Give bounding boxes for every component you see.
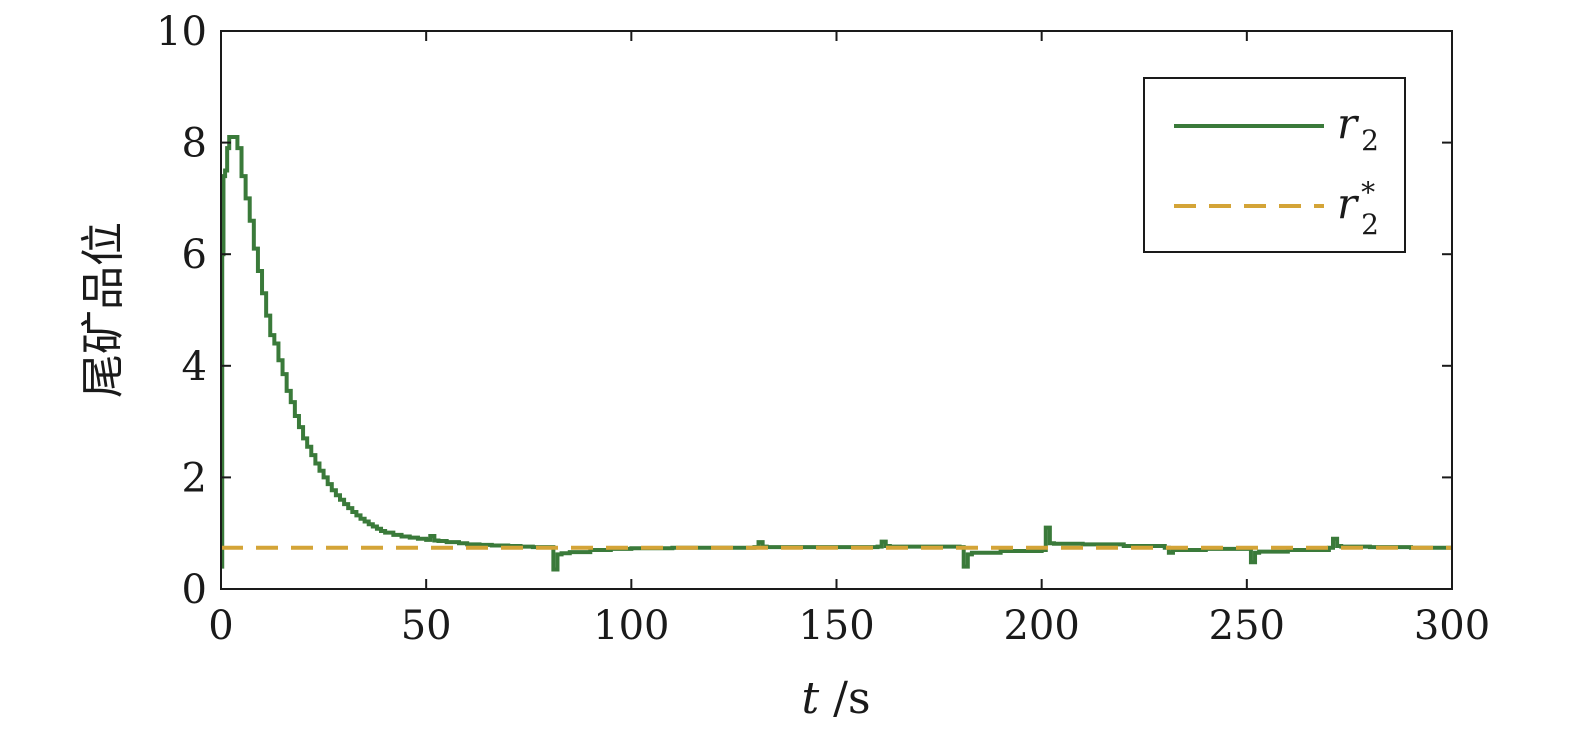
y-tick-label-10: 10 [156,9,207,55]
y-tick-label-2: 2 [182,455,207,501]
x-tick-label-250: 250 [1209,603,1285,649]
axes-layer: 0 50 100 150 200 250 300 0 2 4 6 8 10 [156,9,1490,649]
legend: r 2r * 2 [1143,77,1406,253]
x-tick-label-150: 150 [798,603,874,649]
legend-label-r_2*: r * 2 [1337,176,1379,241]
y-tick-label-4: 4 [182,344,207,390]
series-layer [220,135,1452,572]
y-tick-label-8: 8 [182,121,207,167]
legend-box [1143,77,1406,253]
y-tick-label-6: 6 [182,232,207,278]
y-tick-label-0: 0 [182,567,207,613]
x-axis-variable: t [801,673,819,724]
x-tick-label-300: 300 [1414,603,1490,649]
x-axis-label: t /s [801,673,870,724]
x-tick-label-50: 50 [401,603,452,649]
series-line-r_2 [220,135,1452,572]
x-tick-label-200: 200 [1003,603,1079,649]
y-axis-label: 尾矿品位 [78,222,129,398]
x-tick-label-100: 100 [593,603,669,649]
x-axis-unit: /s [819,673,870,724]
x-tick-label-0: 0 [208,603,233,649]
